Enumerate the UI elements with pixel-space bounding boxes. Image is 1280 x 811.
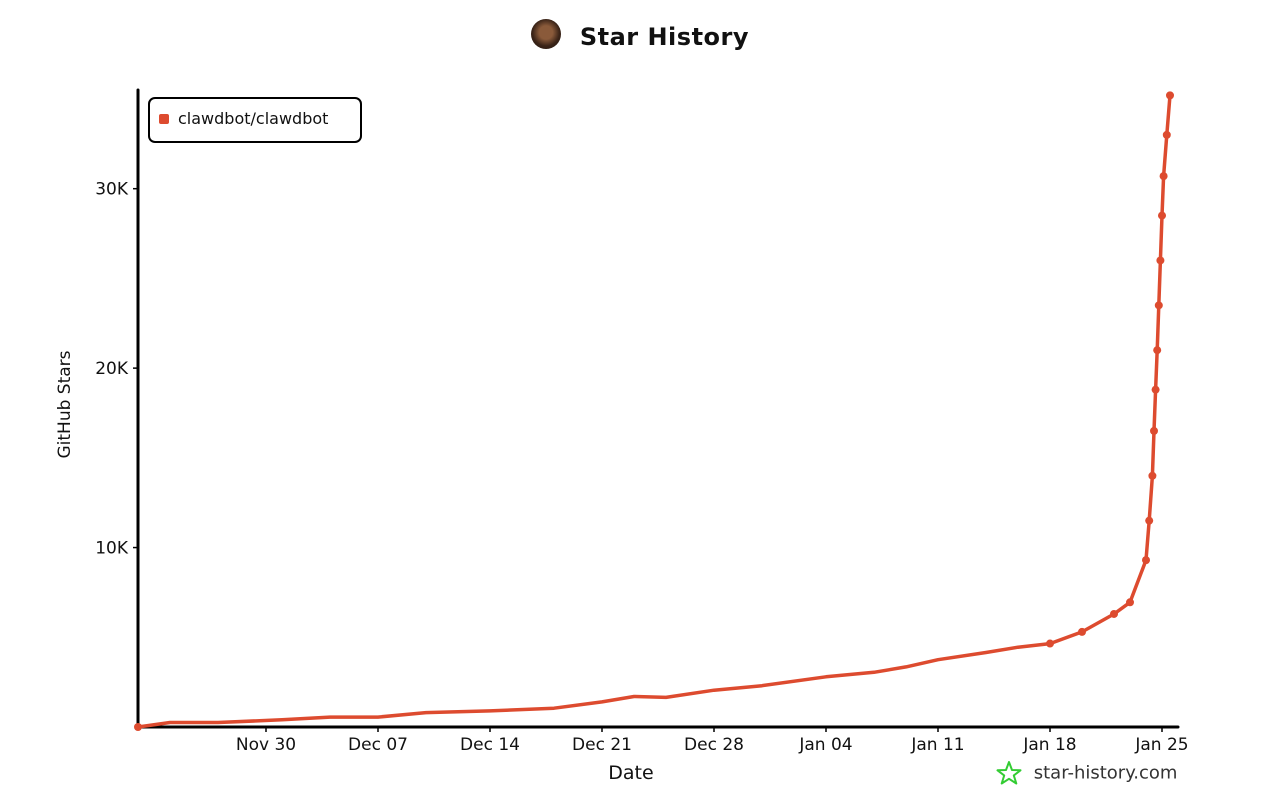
x-tick-label: Dec 28 bbox=[684, 735, 744, 755]
data-point bbox=[1078, 627, 1086, 636]
brand-text: star-history.com bbox=[1033, 762, 1178, 784]
avatar-icon bbox=[530, 19, 561, 49]
data-point bbox=[1148, 471, 1157, 480]
x-tick-label: Dec 14 bbox=[460, 735, 520, 755]
x-tick-label: Dec 07 bbox=[348, 735, 408, 755]
data-point bbox=[1166, 91, 1174, 100]
legend-swatch bbox=[159, 114, 169, 124]
star-outline-icon bbox=[996, 761, 1022, 785]
data-point bbox=[1110, 609, 1118, 618]
data-point bbox=[1159, 172, 1168, 181]
y-tick-label: 10K bbox=[95, 539, 129, 559]
chart-header: Star History bbox=[0, 19, 1280, 52]
legend-box bbox=[148, 97, 362, 143]
data-point bbox=[1046, 639, 1054, 648]
legend-label: clawdbot/clawdbot bbox=[178, 109, 328, 128]
data-point bbox=[1145, 516, 1154, 525]
x-tick-label: Jan 25 bbox=[1134, 735, 1188, 755]
data-point bbox=[1142, 556, 1150, 565]
data-point bbox=[134, 723, 142, 731]
data-point bbox=[1156, 256, 1165, 265]
chart-title: Star History bbox=[579, 23, 750, 51]
x-tick-label: Jan 11 bbox=[910, 735, 964, 755]
data-point bbox=[1151, 385, 1160, 394]
x-tick-label: Jan 04 bbox=[798, 735, 852, 755]
data-point bbox=[1158, 211, 1166, 220]
y-axis-title: GitHub Stars bbox=[55, 350, 75, 458]
data-point bbox=[1153, 346, 1162, 355]
series-line bbox=[136, 93, 1172, 729]
x-axis-title: Date bbox=[608, 762, 653, 784]
x-tick-label: Dec 21 bbox=[572, 735, 632, 755]
y-tick-label: 20K bbox=[95, 359, 129, 379]
y-tick-label: 30K bbox=[95, 180, 129, 200]
data-point bbox=[1126, 598, 1134, 607]
x-tick-label: Jan 18 bbox=[1022, 735, 1076, 755]
x-tick-label: Nov 30 bbox=[236, 735, 296, 755]
data-point bbox=[1162, 130, 1171, 139]
data-point bbox=[1154, 301, 1163, 310]
brand-watermark[interactable]: star-history.com bbox=[996, 760, 1177, 786]
data-point bbox=[1150, 426, 1158, 435]
